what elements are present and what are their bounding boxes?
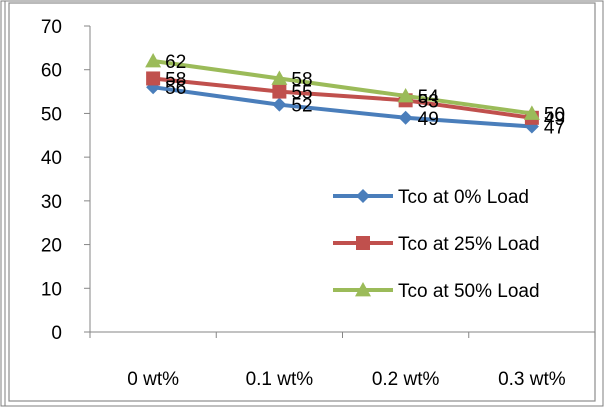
legend: Tco at 0% Load Tco at 25% Load Tco at 50% … <box>333 187 540 302</box>
y-tick-label: 30 <box>41 192 62 213</box>
series-line <box>152 76 533 120</box>
series-line <box>152 85 533 129</box>
series-2 <box>146 71 539 125</box>
y-tick-label: 20 <box>41 236 62 257</box>
data-label: 49 <box>418 109 439 130</box>
y-tick-label: 50 <box>41 104 62 125</box>
x-tick-label: 0.2 wt% <box>372 369 440 390</box>
data-point <box>146 71 161 86</box>
data-label: 55 <box>291 83 312 104</box>
data-point <box>271 70 288 85</box>
x-tick-label: 0.1 wt% <box>246 369 314 390</box>
legend-marker <box>356 236 370 250</box>
data-label: 56 <box>165 78 186 99</box>
y-tick-label: 60 <box>41 61 62 82</box>
legend-marker <box>356 189 370 203</box>
chart-inner-border <box>8 2 596 402</box>
legend-label: Tco at 25% Load <box>398 234 540 255</box>
series-line <box>152 58 533 116</box>
x-tick-label: 0.3 wt% <box>498 369 566 390</box>
y-tick-label: 0 <box>51 323 62 344</box>
data-point <box>145 52 162 68</box>
data-label: 47 <box>544 118 565 139</box>
data-point <box>397 87 414 103</box>
series-layer <box>145 52 540 134</box>
data-label: 58 <box>165 69 186 90</box>
data-point <box>523 105 540 120</box>
data-point <box>272 84 287 99</box>
axes: 0 10 20 30 40 50 60 70 0 wt% 0.1 wt% 0.2 wt% 0.3 wt… <box>41 17 596 390</box>
legend-label: Tco at 0% Load <box>398 187 529 208</box>
data-label: 52 <box>291 96 312 117</box>
data-label: 54 <box>418 87 440 108</box>
data-label: 50 <box>544 104 565 125</box>
data-label: 58 <box>291 69 312 90</box>
legend-item: Tco at 25% Load <box>333 234 540 255</box>
data-point <box>398 110 413 125</box>
data-label: 53 <box>418 91 439 112</box>
data-label: 49 <box>544 109 565 130</box>
legend-item: Tco at 50% Load <box>333 281 540 302</box>
legend-label: Tco at 50% Load <box>398 281 540 302</box>
y-tick-label: 10 <box>41 279 62 300</box>
data-label: 62 <box>165 52 186 73</box>
legend-item: Tco at 0% Load <box>333 187 529 208</box>
legend-marker <box>355 282 371 297</box>
series-3 <box>145 52 540 120</box>
y-tick-label: 70 <box>41 17 62 38</box>
data-point <box>272 97 287 112</box>
x-tick-label: 0 wt% <box>127 369 179 390</box>
y-tick-label: 40 <box>41 148 62 169</box>
